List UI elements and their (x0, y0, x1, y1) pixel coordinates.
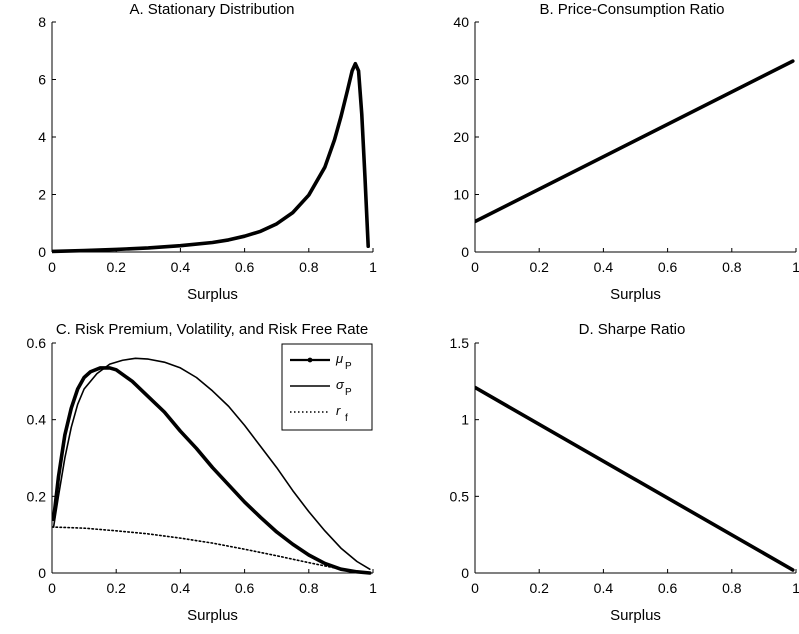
y-tick-label: 4 (38, 129, 46, 145)
y-tick-label: 0.5 (450, 488, 470, 504)
series-line-dotted (52, 526, 371, 574)
legend-symbol: μ (335, 351, 343, 366)
legend-marker (307, 357, 313, 363)
panel-title: A. Stationary Distribution (129, 1, 294, 18)
x-tick-label: 1 (792, 259, 799, 275)
legend-subscript: P (345, 361, 352, 372)
series-line-thin (52, 357, 371, 570)
y-tick-label: 30 (453, 72, 469, 88)
x-tick-label: 0.8 (299, 259, 319, 275)
y-tick-label: 0 (461, 565, 469, 581)
series-line-thick (52, 366, 372, 575)
series-line-thick (475, 59, 795, 224)
x-tick-label: 0.2 (106, 580, 126, 596)
x-tick-label: 0.2 (106, 259, 126, 275)
legend-box (281, 343, 373, 431)
x-tick-label: 1 (369, 580, 377, 596)
x-axis-label: Surplus (187, 286, 238, 303)
y-tick-label: 0.6 (27, 335, 47, 351)
x-tick-label: 0.2 (529, 259, 549, 275)
panel-title: C. Risk Premium, Volatility, and Risk Fr… (56, 321, 368, 338)
x-tick-label: 0.6 (235, 580, 255, 596)
panel-c: C. Risk Premium, Volatility, and Risk Fr… (27, 321, 378, 624)
legend-subscript: P (345, 387, 352, 398)
x-tick-label: 0.6 (658, 580, 678, 596)
panel-d: D. Sharpe Ratio 0 0.2 0.4 0.6 0.8 1 0 0.5 1 1.5 Sur… (450, 321, 799, 624)
panel-a: A. Stationary Distribution 0 0.2 0.4 0.6 0.8 1… (38, 1, 377, 303)
y-tick-label: 0 (38, 244, 46, 260)
legend-symbol: σ (336, 377, 345, 392)
y-tick-label: 10 (453, 187, 469, 203)
y-tick-label: 1 (461, 412, 469, 428)
series-line-thick (475, 385, 795, 572)
y-tick-label: 0.4 (27, 412, 47, 428)
y-tick-label: 40 (453, 14, 469, 30)
panel-title: B. Price-Consumption Ratio (539, 1, 724, 18)
panel-b: B. Price-Consumption Ratio 0 0.2 0.4 0.6 0.8 1… (453, 1, 799, 303)
x-tick-label: 0.2 (529, 580, 549, 596)
x-tick-label: 0 (471, 580, 479, 596)
y-tick-label: 0 (461, 244, 469, 260)
x-tick-label: 0 (471, 259, 479, 275)
x-tick-label: 0.8 (722, 259, 742, 275)
x-axis-label: Surplus (610, 286, 661, 303)
series-line-thick (52, 61, 370, 254)
y-tick-label: 2 (38, 187, 46, 203)
x-tick-label: 1 (792, 580, 799, 596)
y-tick-label: 1.5 (450, 335, 470, 351)
x-tick-label: 0.8 (299, 580, 319, 596)
x-axis-label: Surplus (610, 607, 661, 624)
x-tick-label: 0.4 (171, 259, 191, 275)
y-tick-label: 6 (38, 72, 46, 88)
panel-title: D. Sharpe Ratio (579, 321, 686, 338)
y-tick-label: 0.2 (27, 488, 47, 504)
x-tick-label: 0.4 (171, 580, 191, 596)
y-tick-label: 0 (38, 565, 46, 581)
x-tick-label: 0.8 (722, 580, 742, 596)
legend-subscript: f (345, 413, 348, 424)
x-tick-label: 0.4 (594, 580, 614, 596)
y-tick-label: 8 (38, 14, 46, 30)
x-tick-label: 0.6 (235, 259, 255, 275)
y-tick-label: 20 (453, 129, 469, 145)
x-axis-label: Surplus (187, 607, 238, 624)
x-tick-label: 0 (48, 259, 56, 275)
x-tick-label: 0.6 (658, 259, 678, 275)
x-tick-label: 1 (369, 259, 377, 275)
x-tick-label: 0.4 (594, 259, 614, 275)
legend-symbol: r (336, 403, 341, 418)
x-tick-label: 0 (48, 580, 56, 596)
